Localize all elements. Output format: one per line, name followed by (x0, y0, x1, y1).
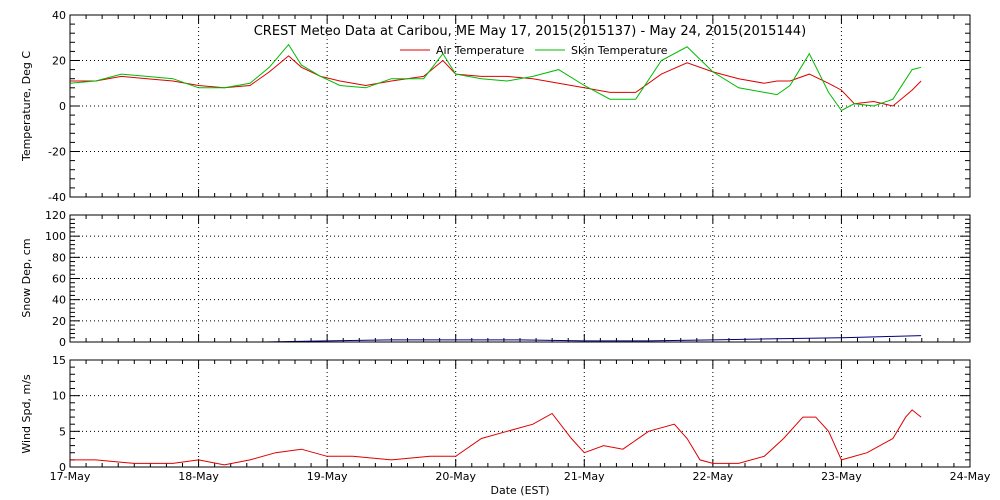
temperature-y-tick-label: -20 (48, 146, 66, 159)
x-tick-label: 18-May (178, 470, 219, 483)
temperature-panel: -40 -20 0 20 40 (48, 9, 971, 204)
snow-depth-y-tick-label: 120 (45, 209, 66, 222)
wind-speed-plot-frame (69, 359, 971, 468)
temperature-y-tick-label: 20 (52, 55, 66, 68)
snow-depth-y-tick-label: 60 (52, 273, 66, 286)
wind-speed-y-tick-label: 15 (52, 354, 66, 367)
x-tick-label: 21-May (564, 470, 605, 483)
x-tick-label: 23-May (821, 470, 862, 483)
air-temperature-series-line (70, 55, 922, 107)
wind-speed-y-axis-label: Wind Spd, m/s (20, 374, 33, 454)
wind-speed-y-tick-label: 5 (59, 425, 66, 438)
snow-depth-plot-frame (69, 214, 971, 343)
x-tick-label: 19-May (307, 470, 348, 483)
wind-speed-y-tick-label: 10 (52, 390, 66, 403)
wind-speed-series-line (70, 409, 922, 466)
x-tick-label: 20-May (435, 470, 476, 483)
skin-temperature-series-line (69, 43, 922, 112)
snow-depth-y-tick-label: 100 (45, 230, 66, 243)
snow-depth-y-tick-label: 80 (52, 251, 66, 264)
temperature-y-axis-label: Temperature, Deg C (20, 51, 33, 162)
x-tick-label: 17-May (50, 470, 91, 483)
chart-title: CREST Meteo Data at Caribou, ME May 17, … (254, 24, 807, 39)
temperature-y-tick-label: 40 (52, 9, 66, 22)
x-axis-label: Date (EST) (490, 484, 549, 497)
wind-speed-panel: 0 5 10 15 17-May 18-May 19-May 20-May 21-May 22-M… (50, 354, 991, 483)
snow-depth-y-tick-label: 0 (59, 336, 66, 349)
temperature-y-tick-label: 0 (59, 100, 66, 113)
legend-air-temperature-label: Air Temperature (436, 44, 525, 57)
temperature-plot-frame (69, 14, 971, 198)
snow-depth-y-tick-label: 20 (52, 315, 66, 328)
snow-depth-panel: 0 20 40 60 80 100 120 (45, 209, 971, 349)
snow-depth-y-axis-label: Snow Dep, cm (20, 238, 33, 317)
x-tick-label: 24-May (950, 470, 991, 483)
x-tick-label: 22-May (692, 470, 733, 483)
temperature-y-tick-label: -40 (48, 191, 66, 204)
legend-skin-temperature-label: Skin Temperature (571, 44, 668, 57)
legend: Air Temperature Skin Temperature (400, 44, 668, 57)
wind-speed-y-tick-label: 0 (59, 461, 66, 474)
snow-depth-y-tick-label: 40 (52, 294, 66, 307)
